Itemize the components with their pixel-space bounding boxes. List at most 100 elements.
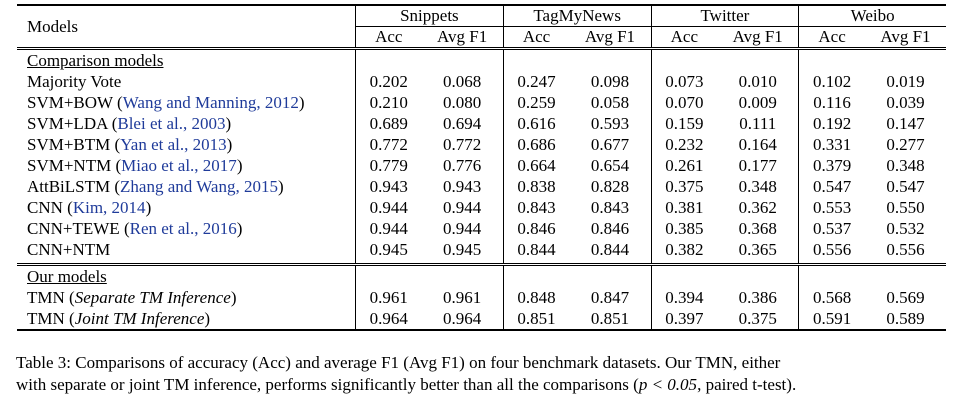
separator-cell xyxy=(421,260,504,266)
value-cell: 0.943 xyxy=(369,176,408,196)
separator-cell xyxy=(17,260,356,266)
model-variant: Separate TM Inference xyxy=(74,287,231,307)
dataset-header-snippets: Snippets xyxy=(355,4,504,27)
value-cell: 0.844 xyxy=(517,239,556,259)
value-cell: 0.379 xyxy=(812,155,852,175)
value-cell: 0.210 xyxy=(369,92,408,112)
model-name-cell: TMN (Joint TM Inference) xyxy=(17,308,356,331)
value-cell: 0.331 xyxy=(812,134,852,154)
separator-cell xyxy=(503,260,570,266)
value-cell: 0.589 xyxy=(864,308,946,331)
empty-cell xyxy=(503,49,569,72)
dataset-header-tagmynews: TagMyNews xyxy=(503,4,652,27)
citation-link[interactable]: Wang and Manning, 2012 xyxy=(122,92,299,112)
value-cell: 0.686 xyxy=(517,134,556,154)
separator-cell xyxy=(651,260,718,266)
metric-header: Acc xyxy=(503,26,570,50)
citation-link[interactable]: Blei et al., 2003 xyxy=(117,113,226,133)
value-cell: 0.058 xyxy=(569,92,652,113)
model-name-cell: TMN (Separate TM Inference) xyxy=(17,287,356,308)
value-cell: 0.111 xyxy=(717,113,800,134)
value-cell: 0.846 xyxy=(517,218,556,238)
value-cell: 0.944 xyxy=(421,197,504,218)
model-name: SVM+NTM xyxy=(27,155,112,175)
model-name-cell: SVM+BTM (Yan et al., 2013) xyxy=(17,134,356,155)
dataset-header-weibo: Weibo xyxy=(798,4,946,27)
citation-link[interactable]: Ren et al., 2016 xyxy=(129,218,237,238)
value-cell: 0.375 xyxy=(665,176,704,196)
model-name: CNN+NTM xyxy=(27,239,111,259)
caption-line-1: Table 3: Comparisons of accuracy (Acc) a… xyxy=(16,353,781,372)
model-name: TMN xyxy=(27,287,65,307)
empty-cell xyxy=(356,265,422,288)
table-row: CNN (Kim, 2014) 0.944 0.944 0.843 0.843 0.381… xyxy=(17,197,946,218)
value-cell: 0.846 xyxy=(569,218,652,239)
model-name-cell: Majority Vote xyxy=(17,71,356,92)
empty-cell xyxy=(356,49,422,72)
citation-link[interactable]: Miao et al., 2017 xyxy=(121,155,237,175)
table-row: AttBiLSTM (Zhang and Wang, 2015) 0.943 0.9… xyxy=(17,176,946,197)
group-title-row: Comparison models xyxy=(17,48,946,72)
model-name: Majority Vote xyxy=(27,71,122,91)
value-cell: 0.386 xyxy=(717,287,800,308)
value-cell: 0.397 xyxy=(651,308,718,331)
citation-link[interactable]: Zhang and Wang, 2015 xyxy=(120,176,278,196)
value-cell: 0.232 xyxy=(665,134,704,154)
value-cell: 0.070 xyxy=(665,92,704,112)
value-cell: 0.664 xyxy=(517,155,556,175)
value-cell: 0.945 xyxy=(421,239,504,260)
metric-header: Avg F1 xyxy=(569,26,652,50)
value-cell: 0.192 xyxy=(812,113,852,133)
citation-link[interactable]: Kim, 2014 xyxy=(72,197,146,217)
value-cell: 0.961 xyxy=(421,287,504,308)
empty-cell xyxy=(865,49,946,72)
value-cell: 0.553 xyxy=(812,197,852,217)
group-title-row: Our models xyxy=(17,264,946,288)
empty-cell xyxy=(503,265,569,288)
value-cell: 0.375 xyxy=(717,308,800,331)
caption-math: p < 0.05 xyxy=(638,375,698,394)
table-row: SVM+LDA (Blei et al., 2003) 0.689 0.694 0.6… xyxy=(17,113,946,134)
model-name: AttBiLSTM xyxy=(27,176,111,196)
table-row: SVM+BTM (Yan et al., 2013) 0.772 0.772 0.68… xyxy=(17,134,946,155)
empty-cell xyxy=(717,48,800,71)
table-caption: Table 3: Comparisons of accuracy (Acc) a… xyxy=(16,352,966,396)
citation-link[interactable]: Yan et al., 2013 xyxy=(120,134,227,154)
model-name: CNN+TEWE xyxy=(27,218,120,238)
value-cell: 0.568 xyxy=(812,287,852,307)
value-cell: 0.177 xyxy=(717,155,800,176)
model-name-cell: SVM+BOW (Wang and Manning, 2012) xyxy=(17,92,356,113)
value-cell: 0.838 xyxy=(517,176,556,196)
value-cell: 0.073 xyxy=(665,71,704,91)
value-cell: 0.779 xyxy=(369,155,408,175)
value-cell: 0.159 xyxy=(665,113,704,133)
table-row: CNN+TEWE (Ren et al., 2016) 0.944 0.944 0.8… xyxy=(17,218,946,239)
value-cell: 0.102 xyxy=(812,71,852,91)
model-name-cell: SVM+NTM (Miao et al., 2017) xyxy=(17,155,356,176)
value-cell: 0.556 xyxy=(812,239,852,259)
value-cell: 0.848 xyxy=(517,287,556,307)
metric-header: Acc xyxy=(355,26,422,50)
empty-cell xyxy=(799,265,865,288)
caption-line-2-end: , paired t-test). xyxy=(697,375,797,394)
empty-cell xyxy=(717,264,800,287)
group-separator xyxy=(17,260,946,266)
model-name-cell: CNN+TEWE (Ren et al., 2016) xyxy=(17,218,356,239)
empty-cell xyxy=(569,264,652,287)
value-cell: 0.259 xyxy=(517,92,556,112)
value-cell: 0.964 xyxy=(421,308,504,331)
table-row: CNN+NTM 0.945 0.945 0.844 0.844 0.382 0.365 0.5… xyxy=(17,239,946,260)
group-title-text: Comparison models xyxy=(27,50,164,70)
value-cell: 0.365 xyxy=(717,239,800,260)
value-cell: 0.851 xyxy=(503,308,570,331)
value-cell: 0.964 xyxy=(355,308,422,331)
value-cell: 0.348 xyxy=(717,176,800,197)
value-cell: 0.116 xyxy=(813,92,851,112)
value-cell: 0.943 xyxy=(421,176,504,197)
value-cell: 0.851 xyxy=(569,308,652,331)
model-name: SVM+BTM xyxy=(27,134,111,154)
value-cell: 0.591 xyxy=(798,308,865,331)
model-name: CNN xyxy=(27,197,63,217)
value-cell: 0.147 xyxy=(886,113,925,133)
value-cell: 0.080 xyxy=(421,92,504,113)
